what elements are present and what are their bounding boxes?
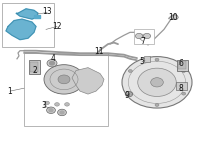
Circle shape [155,58,159,61]
Bar [30,62,38,72]
Circle shape [155,103,159,106]
Circle shape [122,57,192,108]
Circle shape [47,60,57,67]
Circle shape [45,101,49,105]
Bar [176,82,187,90]
Text: 9: 9 [125,91,129,100]
Polygon shape [139,34,147,37]
Circle shape [182,92,186,95]
Circle shape [135,33,143,39]
Polygon shape [16,9,38,19]
Text: 13: 13 [42,7,52,16]
Polygon shape [144,56,150,62]
Text: 6: 6 [179,59,183,68]
Circle shape [55,103,59,106]
Text: 12: 12 [52,22,62,31]
Polygon shape [6,19,36,40]
Circle shape [128,70,132,72]
Circle shape [50,61,54,65]
Text: 5: 5 [140,57,144,66]
Circle shape [58,75,70,84]
Text: 8: 8 [179,84,183,93]
Text: 3: 3 [42,101,46,110]
Circle shape [172,15,178,20]
Polygon shape [34,15,40,18]
Polygon shape [72,68,104,94]
Circle shape [151,78,163,87]
Circle shape [44,65,84,94]
Text: 10: 10 [168,13,178,22]
Circle shape [127,93,131,95]
Circle shape [60,111,64,114]
Bar [29,60,40,74]
FancyBboxPatch shape [24,53,108,126]
Circle shape [49,109,53,112]
Circle shape [125,91,133,97]
Text: 1: 1 [8,87,12,96]
Circle shape [182,70,186,72]
Circle shape [138,68,176,96]
Text: 7: 7 [141,37,145,46]
FancyBboxPatch shape [2,3,54,47]
Circle shape [47,107,55,113]
Text: 4: 4 [51,54,55,63]
Text: 11: 11 [94,47,104,56]
Bar [177,60,188,71]
FancyBboxPatch shape [134,29,154,44]
Circle shape [65,103,69,106]
Text: 2: 2 [33,66,37,75]
Circle shape [143,33,151,39]
Circle shape [128,92,132,95]
Bar [178,61,186,69]
Circle shape [58,109,66,116]
